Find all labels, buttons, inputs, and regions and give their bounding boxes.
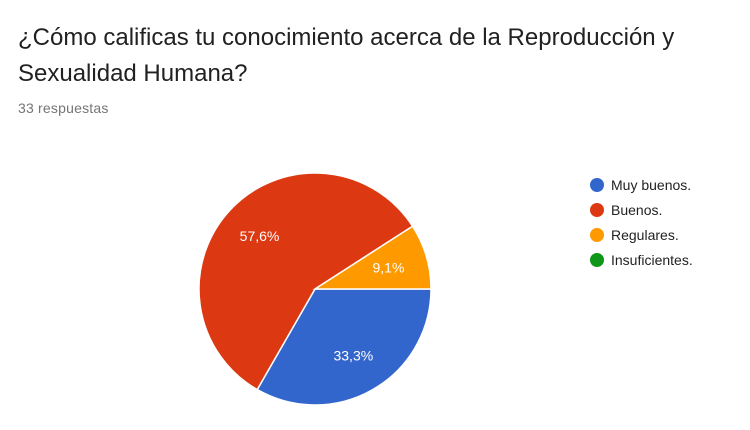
chart-legend: Muy buenos. Buenos. Regulares. Insuficiente… [590, 172, 693, 272]
legend-item[interactable]: Buenos. [590, 197, 693, 222]
page-title: ¿Cómo calificas tu conocimiento acerca d… [18, 24, 675, 87]
legend-swatch [590, 227, 604, 242]
legend-swatch [590, 177, 604, 192]
legend-swatch [590, 202, 604, 217]
pie-slice-label-0: 33,3% [333, 347, 373, 363]
legend-item[interactable]: Muy buenos. [590, 172, 693, 197]
legend-swatch [590, 252, 604, 267]
pie-slice-0[interactable] [256, 288, 432, 406]
legend-label: Buenos. [611, 201, 663, 218]
pie-slice-1[interactable] [198, 172, 414, 391]
legend-item[interactable]: Regulares. [590, 222, 693, 247]
legend-label: Insuficientes. [611, 251, 693, 268]
pie-slice-2[interactable] [312, 225, 432, 290]
pie-slice-label-2: 9,1% [372, 259, 404, 275]
pie-slice-label-1: 57,6% [240, 228, 280, 244]
legend-label: Muy buenos. [611, 176, 692, 193]
legend-item[interactable]: Insuficientes. [590, 247, 693, 272]
response-count: 33 respuestas [18, 100, 109, 116]
legend-label: Regulares. [611, 226, 679, 243]
